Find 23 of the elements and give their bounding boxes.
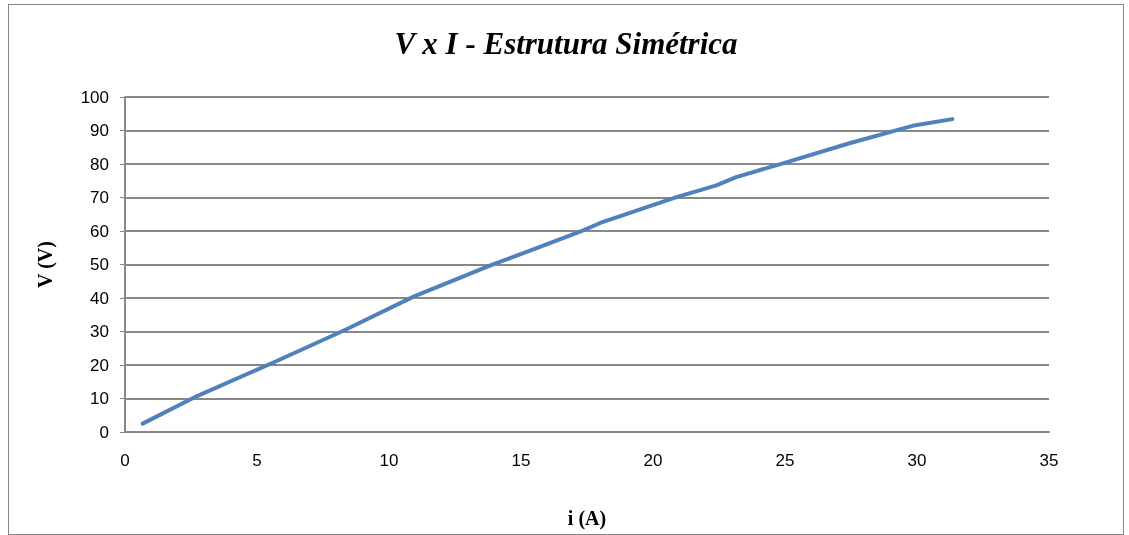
y-tick-label: 10 — [90, 389, 109, 408]
x-tick-label: 15 — [511, 451, 531, 470]
line-series — [140, 117, 955, 426]
y-tick-label: 30 — [90, 322, 109, 341]
x-axis-title: i (A) — [567, 507, 607, 530]
x-tick-label: 5 — [252, 451, 262, 470]
x-tick-label: 30 — [907, 451, 927, 470]
y-tick-label: 50 — [90, 255, 109, 274]
y-tick-label: 100 — [80, 87, 109, 107]
x-tick-label: 20 — [643, 451, 663, 470]
y-tick-label: 20 — [90, 355, 109, 375]
y-tick-label: 90 — [90, 121, 109, 140]
y-tick-label: 60 — [90, 221, 109, 241]
y-tick-label: 70 — [90, 188, 109, 207]
x-tick-label: 35 — [1039, 451, 1059, 470]
y-axis-title: V (V) — [34, 241, 57, 288]
y-tick-label: 80 — [90, 154, 109, 174]
chart-title: V x I - Estrutura Simétrica — [394, 26, 738, 61]
x-tick-label: 10 — [379, 451, 399, 470]
x-tick-label: 25 — [775, 451, 795, 470]
x-tick-label: 0 — [120, 451, 130, 470]
y-tick-label: 40 — [90, 288, 109, 308]
y-tick-label: 0 — [99, 422, 109, 442]
